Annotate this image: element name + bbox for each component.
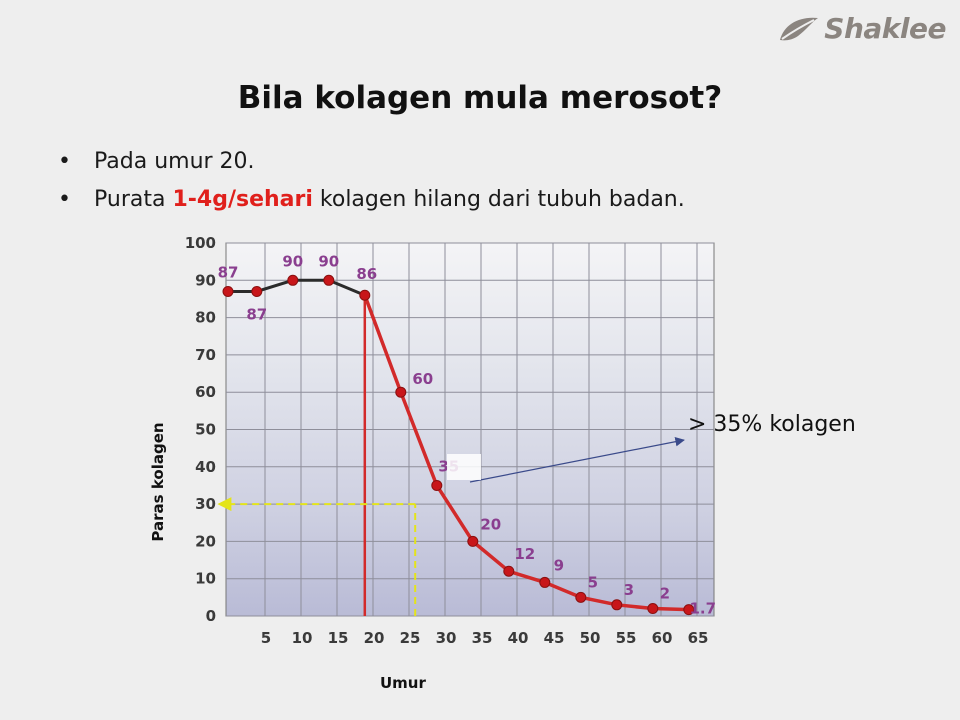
data-point [222,285,234,297]
x-tick-label: 65 [688,629,709,647]
data-point [647,603,659,615]
y-tick-label: 50 [195,421,216,439]
data-label: 87 [218,263,239,281]
data-label: 87 [246,305,267,323]
x-axis-ticks: 5 10 15 20 25 30 35 40 45 50 55 60 65 [261,629,709,647]
series: 87879090866035201295321.7 [218,252,717,617]
data-label: 5 [588,573,598,591]
data-label: 3 [624,581,634,599]
y-tick-label: 90 [195,271,216,289]
bullet-text-pre: Purata [94,187,173,212]
bullet-list: Pada umur 20. Purata 1-4g/sehari kolagen… [56,146,685,222]
data-label: 90 [282,252,303,270]
x-tick-label: 20 [364,629,385,647]
bullet-item: Purata 1-4g/sehari kolagen hilang dari t… [56,184,685,222]
y-tick-label: 20 [195,532,216,550]
leaf-icon [780,17,819,40]
x-tick-label: 15 [328,629,349,647]
highlight-rate: 1-4g/sehari [172,187,313,212]
y-tick-label: 60 [195,383,216,401]
slide-title: Bila kolagen mula merosot? [237,80,723,116]
x-tick-label: 5 [261,629,271,647]
x-tick-label: 40 [508,629,529,647]
brand-logo: Shaklee [776,12,946,45]
y-tick-label: 40 [195,458,216,476]
data-point [431,479,443,491]
data-label: 60 [412,370,433,388]
data-point [395,386,407,398]
y-axis-label: Paras kolagen [149,422,167,542]
y-tick-label: 100 [185,234,216,252]
data-point [575,591,587,603]
data-label: 1.7 [690,600,717,618]
x-axis-label: Umur [380,674,426,692]
data-point [539,576,551,588]
y-axis-ticks: 0 10 20 30 40 50 60 70 80 90 100 [185,234,216,625]
callout-arrow [469,436,685,483]
data-point [683,604,695,616]
x-tick-label: 25 [400,629,421,647]
label-35-box [447,454,481,480]
brand-name: Shaklee [824,12,946,45]
x-tick-label: 35 [472,629,493,647]
y-tick-label: 0 [206,607,216,625]
bullet-text-post: kolagen hilang dari tubuh badan. [312,187,685,212]
y-tick-label: 10 [195,570,216,588]
data-point [359,289,371,301]
x-tick-label: 55 [616,629,637,647]
data-point [287,274,299,286]
data-point [251,285,263,297]
data-label: 9 [554,556,564,574]
data-point [323,274,335,286]
data-label: 2 [660,585,670,603]
data-label: 20 [480,515,501,533]
guides [217,295,417,616]
callout-label: > 35% kolagen [688,412,856,437]
bullet-text: Pada umur 20. [94,149,255,174]
data-label: 86 [356,265,377,283]
x-tick-label: 60 [652,629,673,647]
bullet-item: Pada umur 20. [56,146,685,184]
data-point [467,535,479,547]
data-point [503,565,515,577]
data-label: 90 [318,252,339,270]
data-point [611,599,623,611]
x-tick-label: 30 [436,629,457,647]
y-tick-label: 80 [195,309,216,327]
x-tick-label: 10 [292,629,313,647]
x-tick-label: 50 [580,629,601,647]
x-tick-label: 45 [544,629,565,647]
data-label: 12 [514,545,535,563]
y-tick-label: 70 [195,346,216,364]
y-tick-label: 30 [195,495,216,513]
series-line-decline [363,294,689,612]
